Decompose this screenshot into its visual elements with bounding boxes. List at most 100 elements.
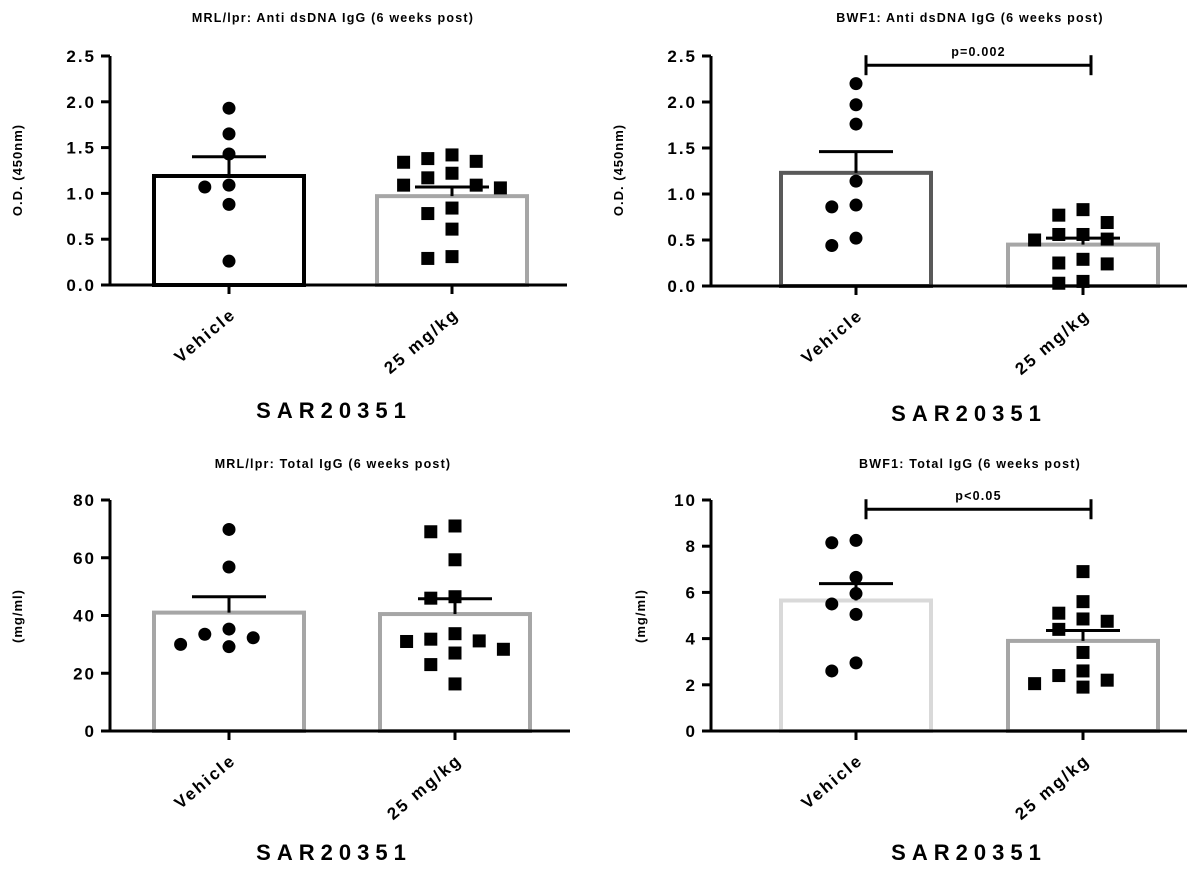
data-point bbox=[849, 98, 863, 112]
y-tick-label: 40 bbox=[73, 607, 96, 626]
data-point bbox=[1076, 612, 1090, 626]
y-tick-label: 0.5 bbox=[66, 230, 96, 249]
data-point bbox=[222, 640, 236, 654]
data-point bbox=[1076, 645, 1090, 659]
y-tick-label: 1.0 bbox=[667, 185, 697, 204]
p-value-label: p<0.05 bbox=[955, 489, 1001, 503]
data-point bbox=[397, 155, 411, 169]
data-point bbox=[1076, 680, 1090, 694]
data-point bbox=[198, 627, 212, 641]
data-point bbox=[1052, 276, 1066, 290]
y-tick-label: 2.0 bbox=[667, 93, 697, 112]
data-point bbox=[222, 197, 236, 211]
y-tick-label: 1.0 bbox=[66, 184, 96, 203]
data-point bbox=[448, 646, 462, 660]
data-point bbox=[397, 178, 411, 192]
data-point bbox=[469, 154, 483, 168]
data-point bbox=[825, 536, 839, 550]
y-axis-label: O.D. (450nm) bbox=[611, 124, 626, 216]
x-category-label: Vehicle bbox=[798, 306, 867, 368]
data-point bbox=[849, 607, 863, 621]
data-point bbox=[825, 200, 839, 214]
data-point bbox=[1052, 669, 1066, 683]
data-point bbox=[1052, 606, 1066, 620]
data-point bbox=[424, 632, 438, 646]
data-point bbox=[1100, 614, 1114, 628]
y-axis-label: (mg/ml) bbox=[633, 589, 648, 643]
chart-panel-bwf1-total-igg: BWF1: Total IgG (6 weeks post) (mg/ml) 0 2 4… bbox=[593, 434, 1187, 869]
data-point bbox=[849, 174, 863, 188]
chart-panel-bwf1-dsdna: BWF1: Anti dsDNA IgG (6 weeks post) O.D. … bbox=[593, 0, 1187, 434]
chart-bwf1-total-igg: BWF1: Total IgG (6 weeks post) (mg/ml) 0 2 4… bbox=[633, 457, 1187, 865]
x-category-label: 25 mg/kg bbox=[380, 305, 462, 378]
data-point bbox=[222, 522, 236, 536]
x-axis-label: SAR20351 bbox=[256, 398, 412, 423]
y-tick-label: 1.5 bbox=[667, 139, 697, 158]
chart-title: BWF1: Total IgG (6 weeks post) bbox=[859, 457, 1081, 471]
data-point bbox=[1076, 565, 1090, 579]
y-tick-label: 0 bbox=[85, 722, 96, 741]
x-category-label: Vehicle bbox=[798, 751, 867, 813]
data-point bbox=[445, 201, 459, 215]
x-category-label: Vehicle bbox=[171, 305, 240, 367]
data-point bbox=[448, 519, 462, 533]
data-point bbox=[424, 525, 438, 539]
data-point bbox=[825, 664, 839, 678]
data-point bbox=[1100, 216, 1114, 230]
y-axis-label: O.D. (450nm) bbox=[10, 124, 25, 216]
data-point bbox=[1028, 233, 1042, 247]
data-point bbox=[849, 231, 863, 245]
p-value-label: p=0.002 bbox=[951, 45, 1006, 59]
data-point bbox=[849, 570, 863, 584]
y-tick-label: 0 bbox=[686, 722, 697, 741]
data-point bbox=[496, 642, 510, 656]
y-tick-label: 60 bbox=[73, 549, 96, 568]
data-point bbox=[1052, 208, 1066, 222]
data-point bbox=[825, 239, 839, 253]
data-point bbox=[849, 117, 863, 131]
y-tick-label: 0.5 bbox=[667, 231, 697, 250]
y-tick-label: 2.5 bbox=[667, 47, 697, 66]
y-tick-label: 4 bbox=[686, 630, 697, 649]
data-point bbox=[469, 178, 483, 192]
data-point bbox=[1100, 257, 1114, 271]
x-axis-label: SAR20351 bbox=[891, 401, 1047, 426]
chart-mrl-total-igg: MRL/lpr: Total IgG (6 weeks post) (mg/ml)… bbox=[10, 457, 570, 865]
data-point bbox=[493, 181, 507, 195]
data-point bbox=[445, 222, 459, 236]
chart-panel-mrl-total-igg: MRL/lpr: Total IgG (6 weeks post) (mg/ml)… bbox=[0, 434, 590, 869]
chart-title: MRL/lpr: Anti dsDNA IgG (6 weeks post) bbox=[192, 11, 474, 25]
data-point bbox=[246, 631, 260, 645]
data-point bbox=[1076, 252, 1090, 266]
data-point bbox=[1100, 673, 1114, 687]
data-point bbox=[222, 622, 236, 636]
data-point bbox=[1028, 677, 1042, 691]
y-tick-label: 8 bbox=[686, 537, 697, 556]
data-point bbox=[448, 677, 462, 691]
data-point bbox=[222, 127, 236, 141]
y-tick-label: 20 bbox=[73, 664, 96, 683]
data-point bbox=[472, 634, 486, 648]
x-axis-label: SAR20351 bbox=[256, 840, 412, 865]
chart-panel-mrl-dsdna: MRL/lpr: Anti dsDNA IgG (6 weeks post) O.… bbox=[0, 0, 590, 434]
chart-mrl-dsdna: MRL/lpr: Anti dsDNA IgG (6 weeks post) O.… bbox=[10, 11, 567, 423]
y-tick-label: 1.5 bbox=[66, 139, 96, 158]
y-tick-label: 0.0 bbox=[667, 277, 697, 296]
data-point bbox=[445, 166, 459, 180]
x-category-label: Vehicle bbox=[171, 751, 240, 813]
data-point bbox=[849, 533, 863, 547]
data-point bbox=[448, 627, 462, 641]
data-point bbox=[421, 152, 435, 166]
data-point bbox=[222, 178, 236, 192]
y-tick-label: 2.5 bbox=[66, 47, 96, 66]
y-tick-label: 80 bbox=[73, 491, 96, 510]
chart-title: MRL/lpr: Total IgG (6 weeks post) bbox=[215, 457, 452, 471]
data-point bbox=[400, 634, 414, 648]
x-category-label: 25 mg/kg bbox=[1011, 306, 1093, 379]
data-point bbox=[174, 637, 188, 651]
x-axis-label: SAR20351 bbox=[891, 840, 1047, 865]
data-point bbox=[1076, 274, 1090, 288]
data-point bbox=[448, 553, 462, 567]
y-axis-label: (mg/ml) bbox=[10, 589, 25, 643]
data-point bbox=[222, 254, 236, 268]
